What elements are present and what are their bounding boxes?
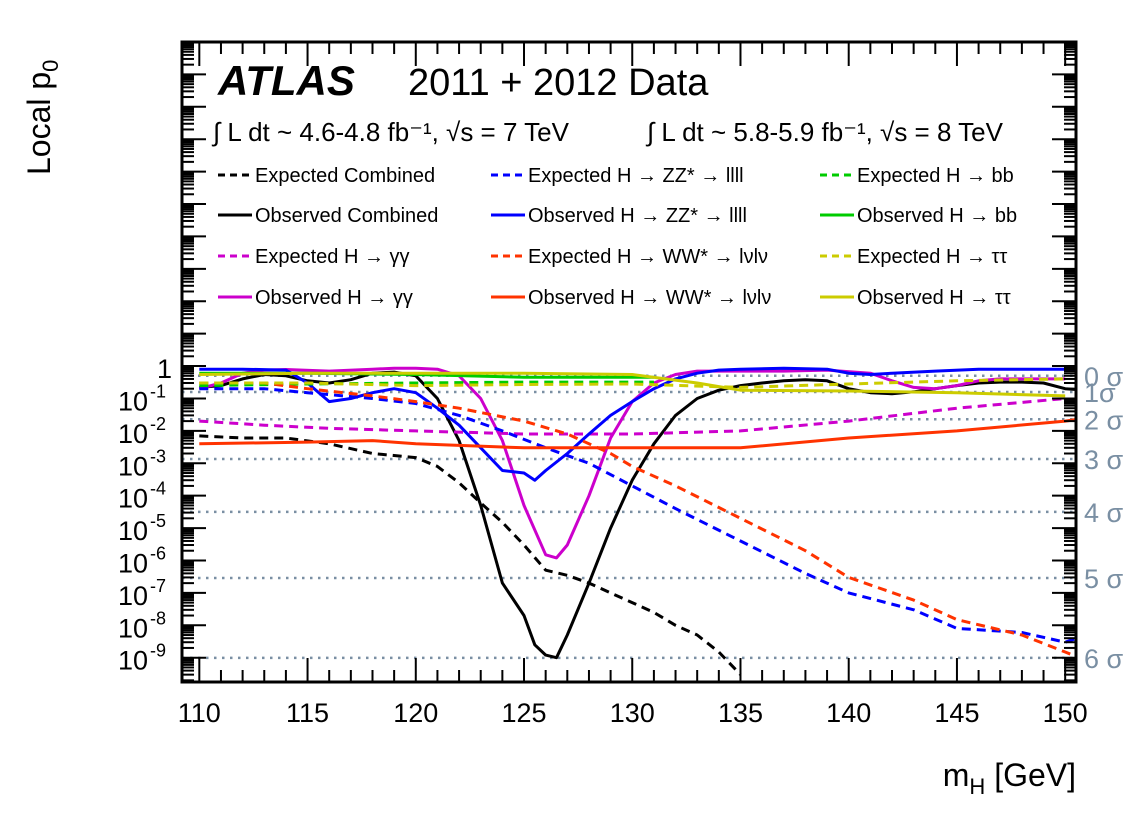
x-tick-label: 125 [501,698,546,728]
y-tick-exponent: -2 [150,414,166,434]
y-tick-label: 10 [118,581,148,611]
y-tick-exponent: -5 [150,511,166,531]
series-line-8 [199,381,1076,659]
x-tick-label: 115 [286,698,329,728]
legend-label: Expected H → γγ [255,246,410,268]
series-line-11 [199,371,1066,398]
series-line-1 [199,370,1076,660]
y-tick-label: 10 [118,646,148,676]
series-line-0 [199,434,742,676]
series-group [198,366,1076,676]
legend-item: Observed H → ZZ* → llll [491,205,747,227]
y-tick-exponent: -6 [150,543,166,563]
x-tick-label: 110 [178,698,221,728]
sigma-label: 3 σ [1084,445,1124,475]
legend-label: Observed H → ττ [857,287,1011,309]
lumi-8tev-label: ∫ L dt ~ 5.8-5.9 fb⁻¹, √s = 8 TeV [645,117,1004,147]
y-tick-exponent: -8 [150,608,166,628]
y-tick-label: 10 [118,613,148,643]
legend-label: Expected H → bb [857,165,1014,187]
atlas-label: ATLAS [217,57,355,104]
sigma-label: 1σ [1084,378,1116,408]
y-tick-labels: 110-110-210-310-410-510-610-710-810-9 [118,354,172,676]
legend-item: Observed H → WW* → lνlν [491,287,771,309]
legend-label: Observed H → γγ [255,287,413,309]
y-tick-exponent: -9 [150,641,166,661]
y-tick-exponent: -3 [150,446,166,466]
legend-item: Observed H → bb [820,205,1017,227]
x-tick-label: 135 [718,698,763,728]
y-axis-title: Local p0 [21,60,63,175]
sigma-label: 6 σ [1084,644,1124,674]
legend-item: Expected H → ZZ* → llll [491,165,744,187]
x-tick-label: 145 [934,698,979,728]
series-line-3 [198,366,1066,560]
data-label: 2011 + 2012 Data [408,62,709,104]
legend-item: Expected Combined [218,165,435,187]
x-tick-label: 150 [1043,698,1088,728]
sigma-label: 2 σ [1084,405,1124,435]
x-tick-labels: 110 115 120 125 130 135 140 145 150 [178,698,1088,728]
series-line-4 [199,387,1076,644]
legend-label: Expected Combined [255,165,435,187]
legend-label: Observed H → bb [857,205,1017,227]
legend-item: Expected H → bb [820,165,1014,187]
x-axis-title: mH [GeV] [943,757,1076,799]
x-tick-label: 120 [393,698,438,728]
legend-label: Observed H → ZZ* → llll [528,205,747,227]
series-line-9 [199,418,1076,450]
y-tick-exponent: -4 [150,479,166,499]
y-tick-label: 10 [118,451,148,481]
y-tick-label: 10 [118,548,148,578]
sigma-label: 5 σ [1084,564,1124,594]
legend-item: Expected H → ττ [820,246,1007,268]
legend-label: Observed Combined [255,205,438,227]
legend-item: Expected H → WW* → lνlν [491,246,768,268]
y-tick-exponent: -1 [150,381,166,401]
series-line-10 [199,377,1066,389]
series-line-2 [199,397,1066,436]
y-tick-label: 1 [157,354,172,384]
x-tick-label: 140 [826,698,871,728]
legend-label: Observed H → WW* → lνlν [528,287,771,309]
plot-frame [180,40,1078,684]
lumi-7tev-label: ∫ L dt ~ 4.6-4.8 fb⁻¹, √s = 7 TeV [211,117,570,147]
legend-label: Expected H → WW* → lνlν [528,246,768,268]
legend-item: Expected H → γγ [218,246,410,268]
sigma-label: 0 σ [1084,362,1124,392]
plot-border [180,40,1078,684]
y-tick-label: 10 [118,419,148,449]
legend: Expected Combined Observed Combined Expect… [218,165,1017,309]
sigma-reference-lines [182,374,1076,660]
legend-label: Expected H → ττ [857,246,1007,268]
legend-item: Observed H → γγ [218,287,413,309]
x-tick-label: 130 [610,698,655,728]
legend-item: Observed Combined [218,205,438,227]
y-tick-label: 10 [118,516,148,546]
sigma-label: 4 σ [1084,498,1124,528]
legend-label: Expected H → ZZ* → llll [528,165,744,187]
y-tick-label: 10 [118,484,148,514]
y-tick-exponent: -7 [150,576,166,596]
y-tick-label: 10 [118,386,148,416]
legend-item: Observed H → ττ [820,287,1011,309]
